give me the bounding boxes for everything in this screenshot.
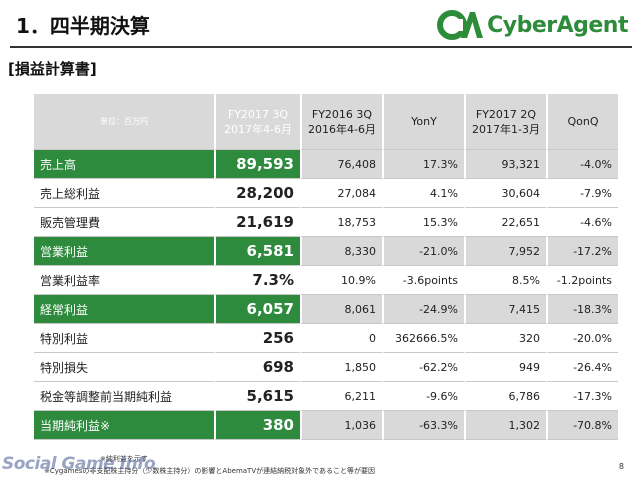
prev-year-value: 27,084 [300, 179, 382, 208]
table-row: 営業利益 6,581 8,330 -21.0% 7,952 -17.2% [34, 237, 618, 266]
row-label: 販売管理費 [34, 208, 214, 237]
row-label: 経常利益 [34, 295, 214, 324]
footnote-1: ※純利益を示す [100, 455, 148, 463]
column-header-line2: 2017年1-3月 [472, 122, 540, 136]
row-label: 営業利益率 [34, 266, 214, 295]
yony-value: -9.6% [382, 382, 464, 411]
prev-quarter-value: 93,321 [464, 150, 546, 179]
yony-value: 362666.5% [382, 324, 464, 353]
yony-value: -62.2% [382, 353, 464, 382]
prev-year-value: 1,850 [300, 353, 382, 382]
prev-year-value: 0 [300, 324, 382, 353]
prev-quarter-value: 320 [464, 324, 546, 353]
column-header-line1: FY2017 2Q [475, 107, 537, 121]
row-label: 売上総利益 [34, 179, 214, 208]
table-row: 特別損失 698 1,850 -62.2% 949 -26.4% [34, 353, 618, 382]
prev-quarter-value: 7,952 [464, 237, 546, 266]
current-value: 256 [214, 324, 300, 353]
watermark: Social Game Info [2, 454, 156, 474]
table-row: 売上総利益 28,200 27,084 4.1% 30,604 -7.9% [34, 179, 618, 208]
current-value: 698 [214, 353, 300, 382]
logo-text: CyberAgent [487, 12, 628, 38]
column-header-line1: FY2016 3Q [311, 107, 373, 121]
prev-year-value: 1,036 [300, 411, 382, 440]
yony-value: 17.3% [382, 150, 464, 179]
row-label: 税金等調整前当期純利益 [34, 382, 214, 411]
current-value: 89,593 [214, 150, 300, 179]
table-row: 売上高 89,593 76,408 17.3% 93,321 -4.0% [34, 150, 618, 179]
current-value: 7.3% [214, 266, 300, 295]
row-label: 特別利益 [34, 324, 214, 353]
prev-quarter-value: 22,651 [464, 208, 546, 237]
prev-year-value: 10.9% [300, 266, 382, 295]
yony-value: 15.3% [382, 208, 464, 237]
row-label: 営業利益 [34, 237, 214, 266]
qonq-value: -20.0% [546, 324, 618, 353]
row-label: 特別損失 [34, 353, 214, 382]
table-row: 営業利益率 7.3% 10.9% -3.6points 8.5% -1.2poi… [34, 266, 618, 295]
table-row: 販売管理費 21,619 18,753 15.3% 22,651 -4.6% [34, 208, 618, 237]
column-header-yony: YonY [382, 94, 464, 150]
current-value: 21,619 [214, 208, 300, 237]
prev-year-value: 76,408 [300, 150, 382, 179]
section-subtitle: [損益計算書] [8, 60, 97, 78]
page-title: 1．四半期決算 [16, 14, 150, 38]
column-header-line2: 2017年4-6月 [224, 122, 292, 136]
column-header-prev-year: FY2016 3Q 2016年4-6月 [300, 94, 382, 150]
qonq-value: -4.6% [546, 208, 618, 237]
yony-value: -24.9% [382, 295, 464, 324]
row-label: 売上高 [34, 150, 214, 179]
ca-logo-icon [437, 10, 484, 40]
yony-value: 4.1% [382, 179, 464, 208]
title-divider [10, 46, 632, 48]
unit-label: 単位：百万円 [34, 94, 214, 150]
footnote-2: ※Cygamesの非支配株主持分（少数株主持分）の影響とAbemaTVが連結納税… [44, 467, 376, 475]
qonq-value: -17.3% [546, 382, 618, 411]
qonq-value: -1.2points [546, 266, 618, 295]
prev-year-value: 8,061 [300, 295, 382, 324]
column-header-current: FY2017 3Q 2017年4-6月 [214, 94, 300, 150]
current-value: 6,581 [214, 237, 300, 266]
prev-quarter-value: 6,786 [464, 382, 546, 411]
table-row: 経常利益 6,057 8,061 -24.9% 7,415 -18.3% [34, 295, 618, 324]
yony-value: -21.0% [382, 237, 464, 266]
qonq-value: -26.4% [546, 353, 618, 382]
income-statement-table: 単位：百万円 FY2017 3Q 2017年4-6月 FY2016 3Q 201… [34, 94, 618, 440]
prev-quarter-value: 949 [464, 353, 546, 382]
prev-year-value: 8,330 [300, 237, 382, 266]
column-header-line2: 2016年4-6月 [308, 122, 376, 136]
qonq-value: -7.9% [546, 179, 618, 208]
column-header-line1: YonY [411, 115, 437, 128]
current-value: 380 [214, 411, 300, 440]
yony-value: -63.3% [382, 411, 464, 440]
qonq-value: -18.3% [546, 295, 618, 324]
prev-quarter-value: 7,415 [464, 295, 546, 324]
cyberagent-logo: CyberAgent [437, 8, 628, 42]
column-header-line1: FY2017 3Q [227, 107, 289, 121]
table-row: 当期純利益※ 380 1,036 -63.3% 1,302 -70.8% [34, 411, 618, 440]
qonq-value: -70.8% [546, 411, 618, 440]
prev-quarter-value: 8.5% [464, 266, 546, 295]
column-header-line1: QonQ [567, 115, 599, 128]
current-value: 28,200 [214, 179, 300, 208]
page-number: 8 [618, 462, 624, 471]
qonq-value: -17.2% [546, 237, 618, 266]
table-row: 税金等調整前当期純利益 5,615 6,211 -9.6% 6,786 -17.… [34, 382, 618, 411]
yony-value: -3.6points [382, 266, 464, 295]
table-header-row: 単位：百万円 FY2017 3Q 2017年4-6月 FY2016 3Q 201… [34, 94, 618, 150]
prev-quarter-value: 1,302 [464, 411, 546, 440]
column-header-qonq: QonQ [546, 94, 618, 150]
row-label: 当期純利益※ [34, 411, 214, 440]
table-row: 特別利益 256 0 362666.5% 320 -20.0% [34, 324, 618, 353]
current-value: 6,057 [214, 295, 300, 324]
prev-quarter-value: 30,604 [464, 179, 546, 208]
prev-year-value: 18,753 [300, 208, 382, 237]
prev-year-value: 6,211 [300, 382, 382, 411]
current-value: 5,615 [214, 382, 300, 411]
column-header-prev-quarter: FY2017 2Q 2017年1-3月 [464, 94, 546, 150]
qonq-value: -4.0% [546, 150, 618, 179]
